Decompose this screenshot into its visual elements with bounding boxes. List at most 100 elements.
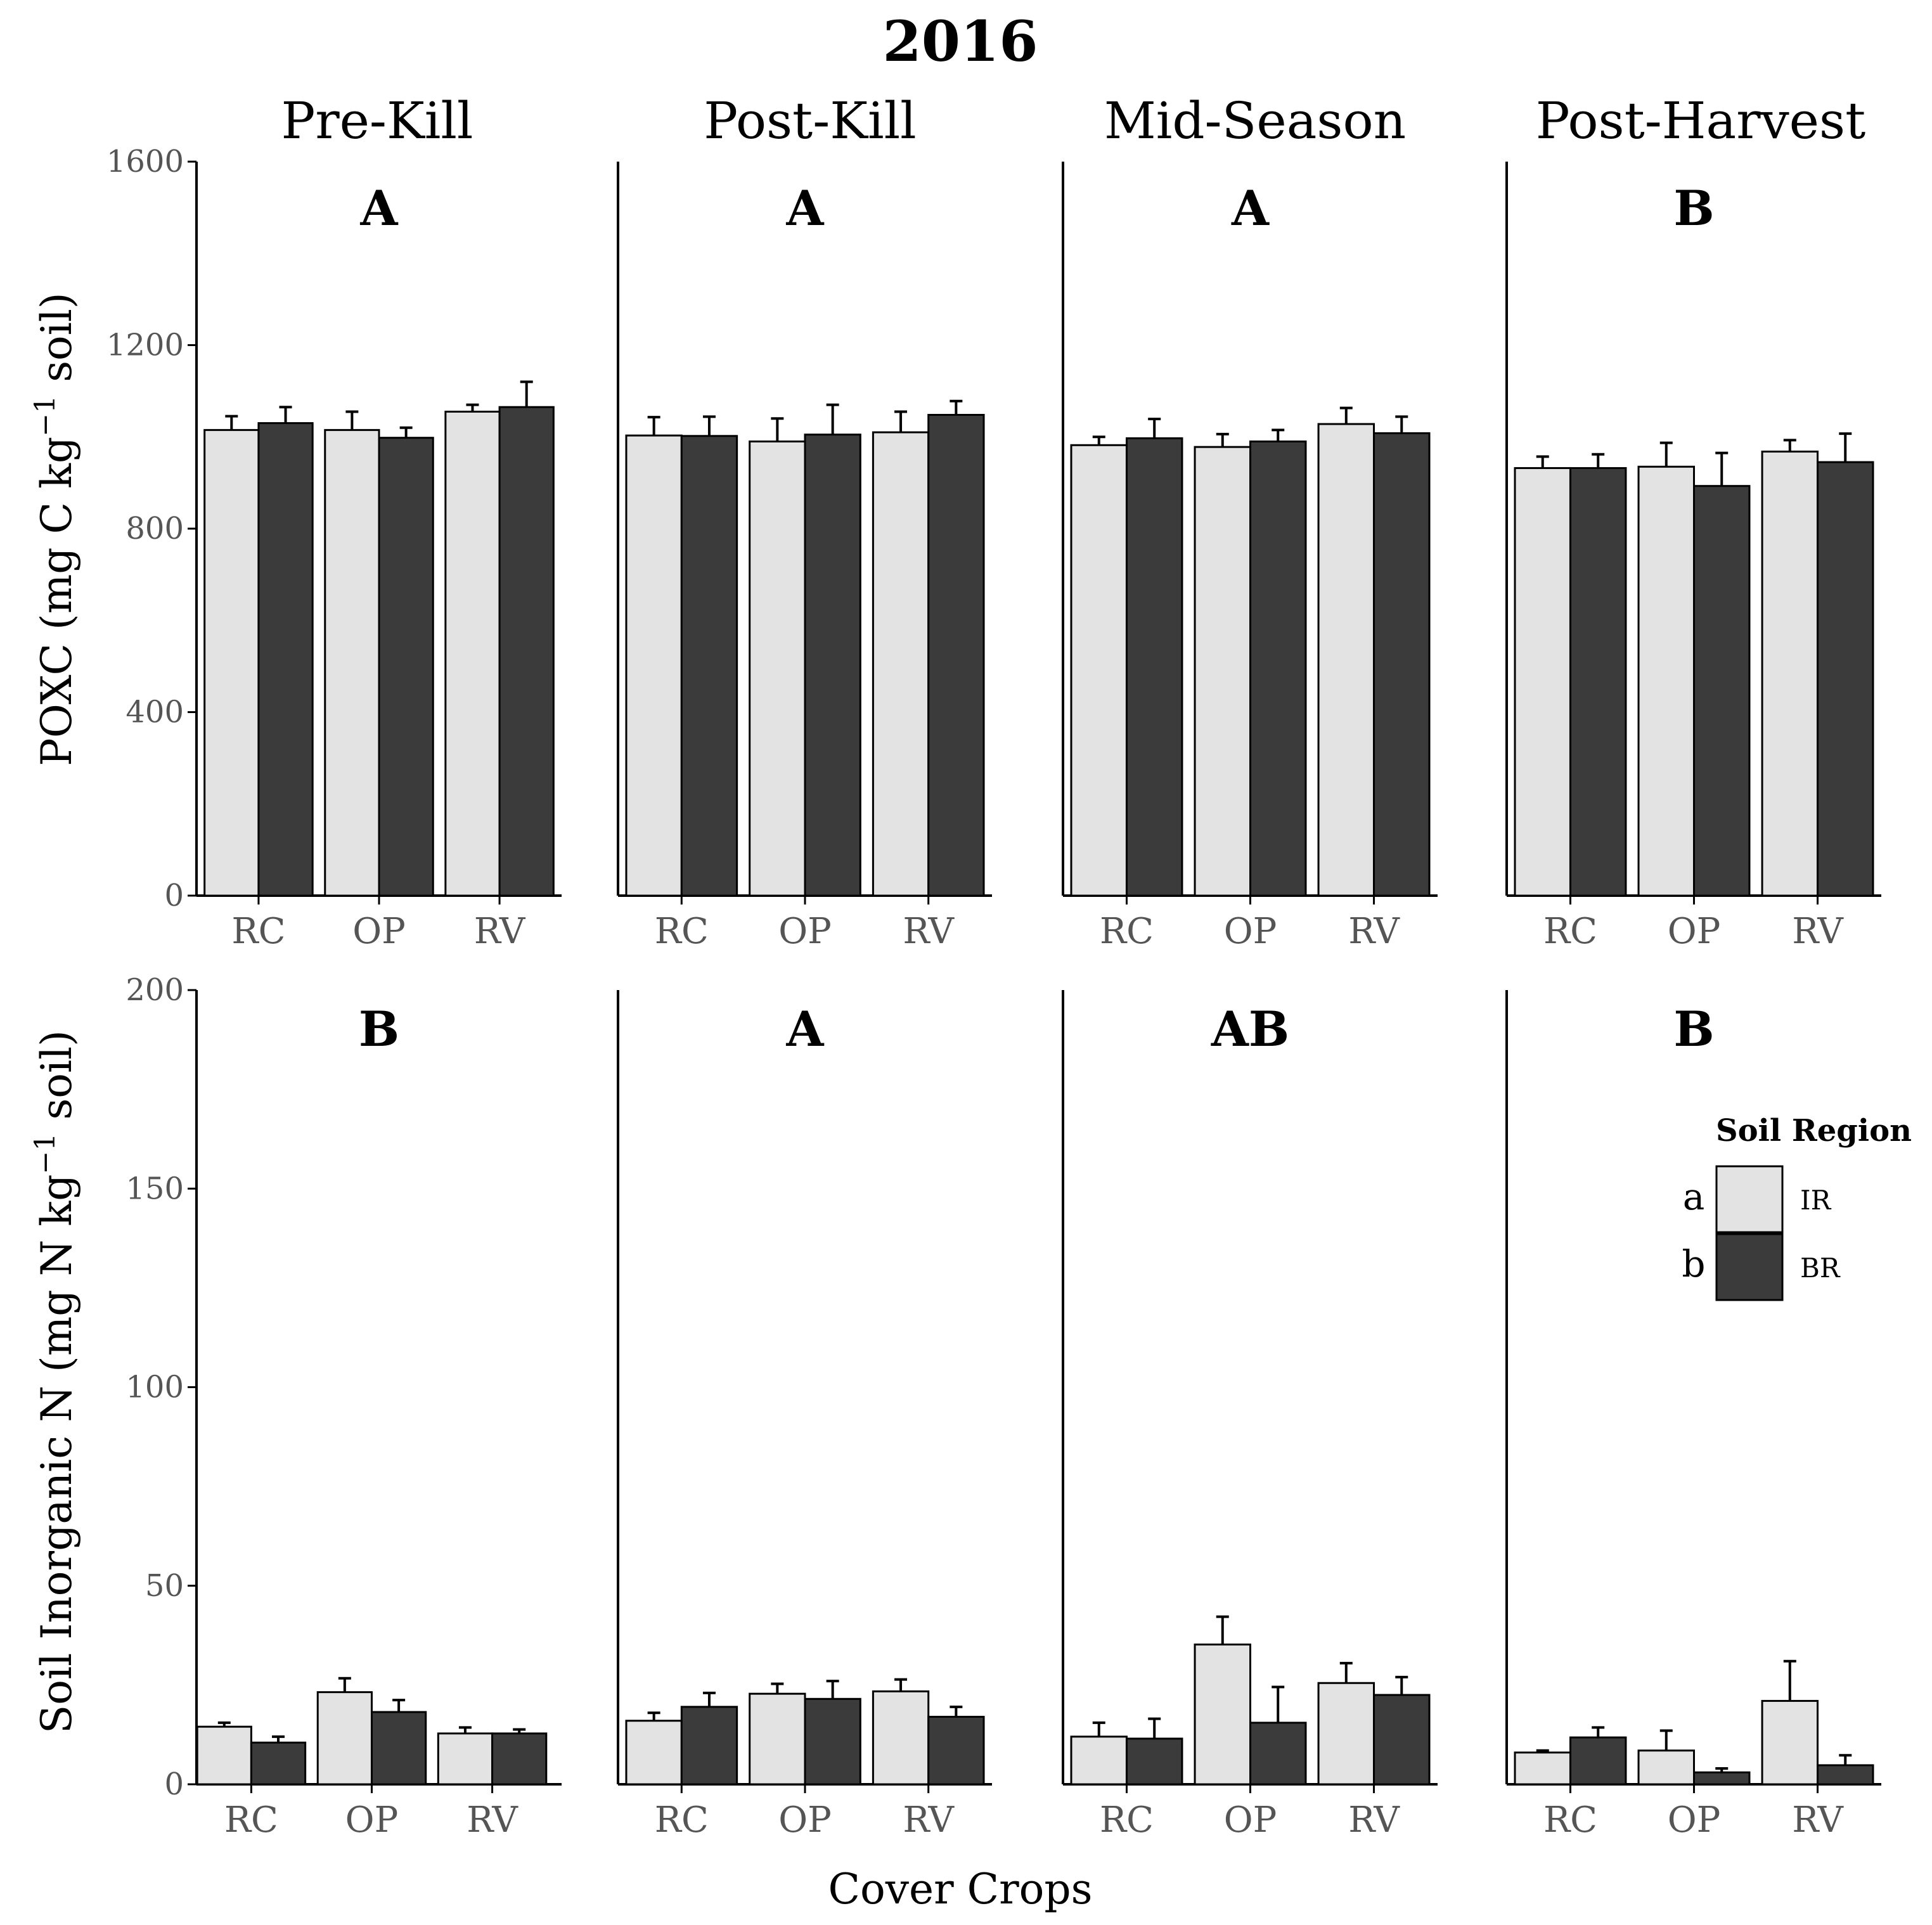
legend-label-br: BR — [1800, 1252, 1841, 1284]
x-tick-label-rc: RC — [655, 1799, 709, 1841]
bar-poxc-pre-kill-rv-ir — [444, 410, 501, 897]
plot-area: 0 400 800 1200 1600 A RC OP RV A RC OP RV A RC OP RV B RC O… — [106, 144, 1881, 1841]
x-tick-label-op: OP — [345, 1799, 399, 1841]
bar-inorganic-n-pre-kill-rc-ir — [196, 1725, 252, 1786]
x-tick-label-rv: RV — [1348, 1799, 1400, 1841]
significance-letter-poxc-pre-kill: A — [360, 180, 399, 236]
bar-inorganic-n-post-kill-op-br — [804, 1697, 861, 1786]
y-tick-label-inorganic-n: 200 — [126, 972, 184, 1008]
bar-inorganic-n-post-kill-rc-ir — [625, 1720, 683, 1786]
significance-letter-inorganic-n-post-kill: A — [786, 1001, 825, 1057]
x-tick-label-op: OP — [1668, 1799, 1721, 1841]
significance-letter-inorganic-n-mid-season: AB — [1211, 1001, 1289, 1057]
x-tick-label-rv: RV — [1348, 911, 1400, 952]
facet-label-pre-kill: Pre-Kill — [281, 91, 473, 150]
x-tick-label-op: OP — [1224, 911, 1277, 952]
x-tick-label-rv: RV — [1792, 911, 1844, 952]
bar-poxc-post-harvest-op-ir — [1637, 465, 1695, 897]
bar-inorganic-n-pre-kill-rv-ir — [437, 1732, 494, 1786]
x-tick-label-op: OP — [778, 1799, 832, 1841]
bar-poxc-mid-season-rv-br — [1373, 432, 1431, 897]
bar-poxc-post-harvest-rv-br — [1817, 461, 1874, 897]
bar-inorganic-n-mid-season-rv-ir — [1317, 1682, 1375, 1786]
legend-letter-a: a — [1683, 1175, 1705, 1218]
bar-inorganic-n-mid-season-rc-br — [1125, 1737, 1183, 1786]
x-tick-label-rv: RV — [903, 1799, 955, 1841]
bar-poxc-post-harvest-rc-br — [1569, 467, 1627, 897]
bar-poxc-mid-season-rc-ir — [1070, 444, 1128, 897]
bar-inorganic-n-post-kill-rv-ir — [872, 1690, 930, 1786]
legend: Soil Region a b IR BR — [1682, 1113, 1912, 1301]
bar-inorganic-n-post-harvest-rv-ir — [1761, 1699, 1819, 1786]
bar-inorganic-n-post-kill-op-ir — [749, 1692, 806, 1786]
bar-inorganic-n-mid-season-rc-ir — [1070, 1735, 1128, 1786]
facet-label-post-harvest: Post-Harvest — [1536, 91, 1865, 150]
bar-poxc-post-kill-rc-br — [680, 435, 738, 897]
chart-title: 2016 — [883, 8, 1038, 74]
x-axis-title: Cover Crops — [828, 1865, 1092, 1914]
significance-letter-inorganic-n-post-harvest: B — [1673, 1001, 1714, 1057]
y-tick-label-poxc: 1600 — [106, 144, 184, 179]
bar-poxc-pre-kill-rc-br — [257, 422, 314, 897]
bar-poxc-post-harvest-rv-ir — [1761, 450, 1819, 897]
y-tick-label-inorganic-n: 150 — [126, 1171, 184, 1206]
bar-poxc-mid-season-op-ir — [1194, 446, 1251, 897]
bar-inorganic-n-pre-kill-rv-br — [491, 1732, 548, 1786]
x-tick-label-rc: RC — [1100, 1799, 1154, 1841]
y-tick-label-poxc: 1200 — [106, 328, 184, 363]
bar-inorganic-n-mid-season-op-ir — [1194, 1643, 1251, 1786]
bar-poxc-mid-season-op-br — [1249, 440, 1307, 897]
significance-letter-inorganic-n-pre-kill: B — [359, 1001, 399, 1057]
bar-inorganic-n-pre-kill-rc-br — [250, 1741, 307, 1786]
y-tick-label-poxc: 0 — [164, 878, 184, 913]
x-tick-label-op: OP — [1668, 911, 1721, 952]
y-axis-title-poxc-end: soil) — [32, 292, 81, 396]
y-tick-label-inorganic-n: 50 — [145, 1568, 184, 1604]
y-axis-title-inorganic-n-end: soil) — [32, 1030, 81, 1133]
y-axis-title-inorganic-n: Soil Inorganic N (mg N kg−1 soil) — [29, 1030, 81, 1734]
bar-inorganic-n-pre-kill-op-br — [370, 1711, 427, 1786]
bar-inorganic-n-post-harvest-rv-br — [1817, 1764, 1874, 1786]
bar-inorganic-n-post-harvest-op-ir — [1637, 1749, 1695, 1786]
facet-label-post-kill: Post-Kill — [704, 91, 917, 150]
x-tick-label-op: OP — [1224, 1799, 1277, 1841]
x-tick-label-rc: RC — [655, 911, 709, 952]
y-tick-label-inorganic-n: 100 — [126, 1370, 184, 1405]
bar-poxc-post-kill-op-br — [804, 434, 861, 897]
x-tick-label-rc: RC — [1543, 1799, 1597, 1841]
legend-label-ir: IR — [1800, 1185, 1832, 1216]
bar-poxc-post-kill-rv-ir — [872, 431, 930, 897]
bar-poxc-mid-season-rc-br — [1125, 437, 1183, 897]
significance-letter-poxc-post-harvest: B — [1673, 180, 1714, 236]
x-tick-label-rc: RC — [231, 911, 285, 952]
bar-inorganic-n-post-harvest-op-br — [1693, 1771, 1751, 1786]
legend-swatch-br — [1715, 1233, 1784, 1301]
y-axis-title-poxc: POXC (mg C kg−1 soil) — [29, 292, 81, 766]
bar-inorganic-n-post-kill-rc-br — [680, 1706, 738, 1786]
legend-letter-b: b — [1682, 1242, 1705, 1285]
bar-poxc-mid-season-rv-ir — [1317, 423, 1375, 897]
bar-poxc-pre-kill-rc-ir — [203, 428, 260, 897]
bar-inorganic-n-post-harvest-rc-br — [1569, 1736, 1627, 1786]
y-axis-title-poxc-sup: −1 — [29, 396, 61, 437]
bar-poxc-post-kill-op-ir — [749, 440, 806, 897]
significance-letter-poxc-post-kill: A — [786, 180, 825, 236]
x-tick-label-rv: RV — [474, 911, 526, 952]
bar-inorganic-n-post-harvest-rc-ir — [1514, 1751, 1571, 1786]
facet-label-mid-season: Mid-Season — [1104, 91, 1406, 150]
significance-letter-poxc-mid-season: A — [1231, 180, 1270, 236]
y-tick-label-poxc: 800 — [126, 511, 184, 546]
y-axis-title-inorganic-n-sup: −1 — [29, 1133, 61, 1175]
bar-poxc-pre-kill-op-ir — [324, 428, 380, 897]
legend-title: Soil Region — [1716, 1113, 1912, 1149]
y-axis-title-poxc-main: POXC (mg C kg — [32, 437, 81, 766]
x-tick-label-rv: RV — [903, 911, 955, 952]
y-tick-label-inorganic-n: 0 — [164, 1767, 184, 1802]
bar-inorganic-n-post-kill-rv-br — [927, 1715, 985, 1786]
bar-poxc-post-harvest-rc-ir — [1514, 467, 1571, 897]
bar-poxc-pre-kill-op-br — [378, 437, 434, 897]
bar-poxc-pre-kill-rv-br — [498, 406, 555, 897]
x-tick-label-rc: RC — [1100, 911, 1154, 952]
x-tick-label-op: OP — [352, 911, 406, 952]
